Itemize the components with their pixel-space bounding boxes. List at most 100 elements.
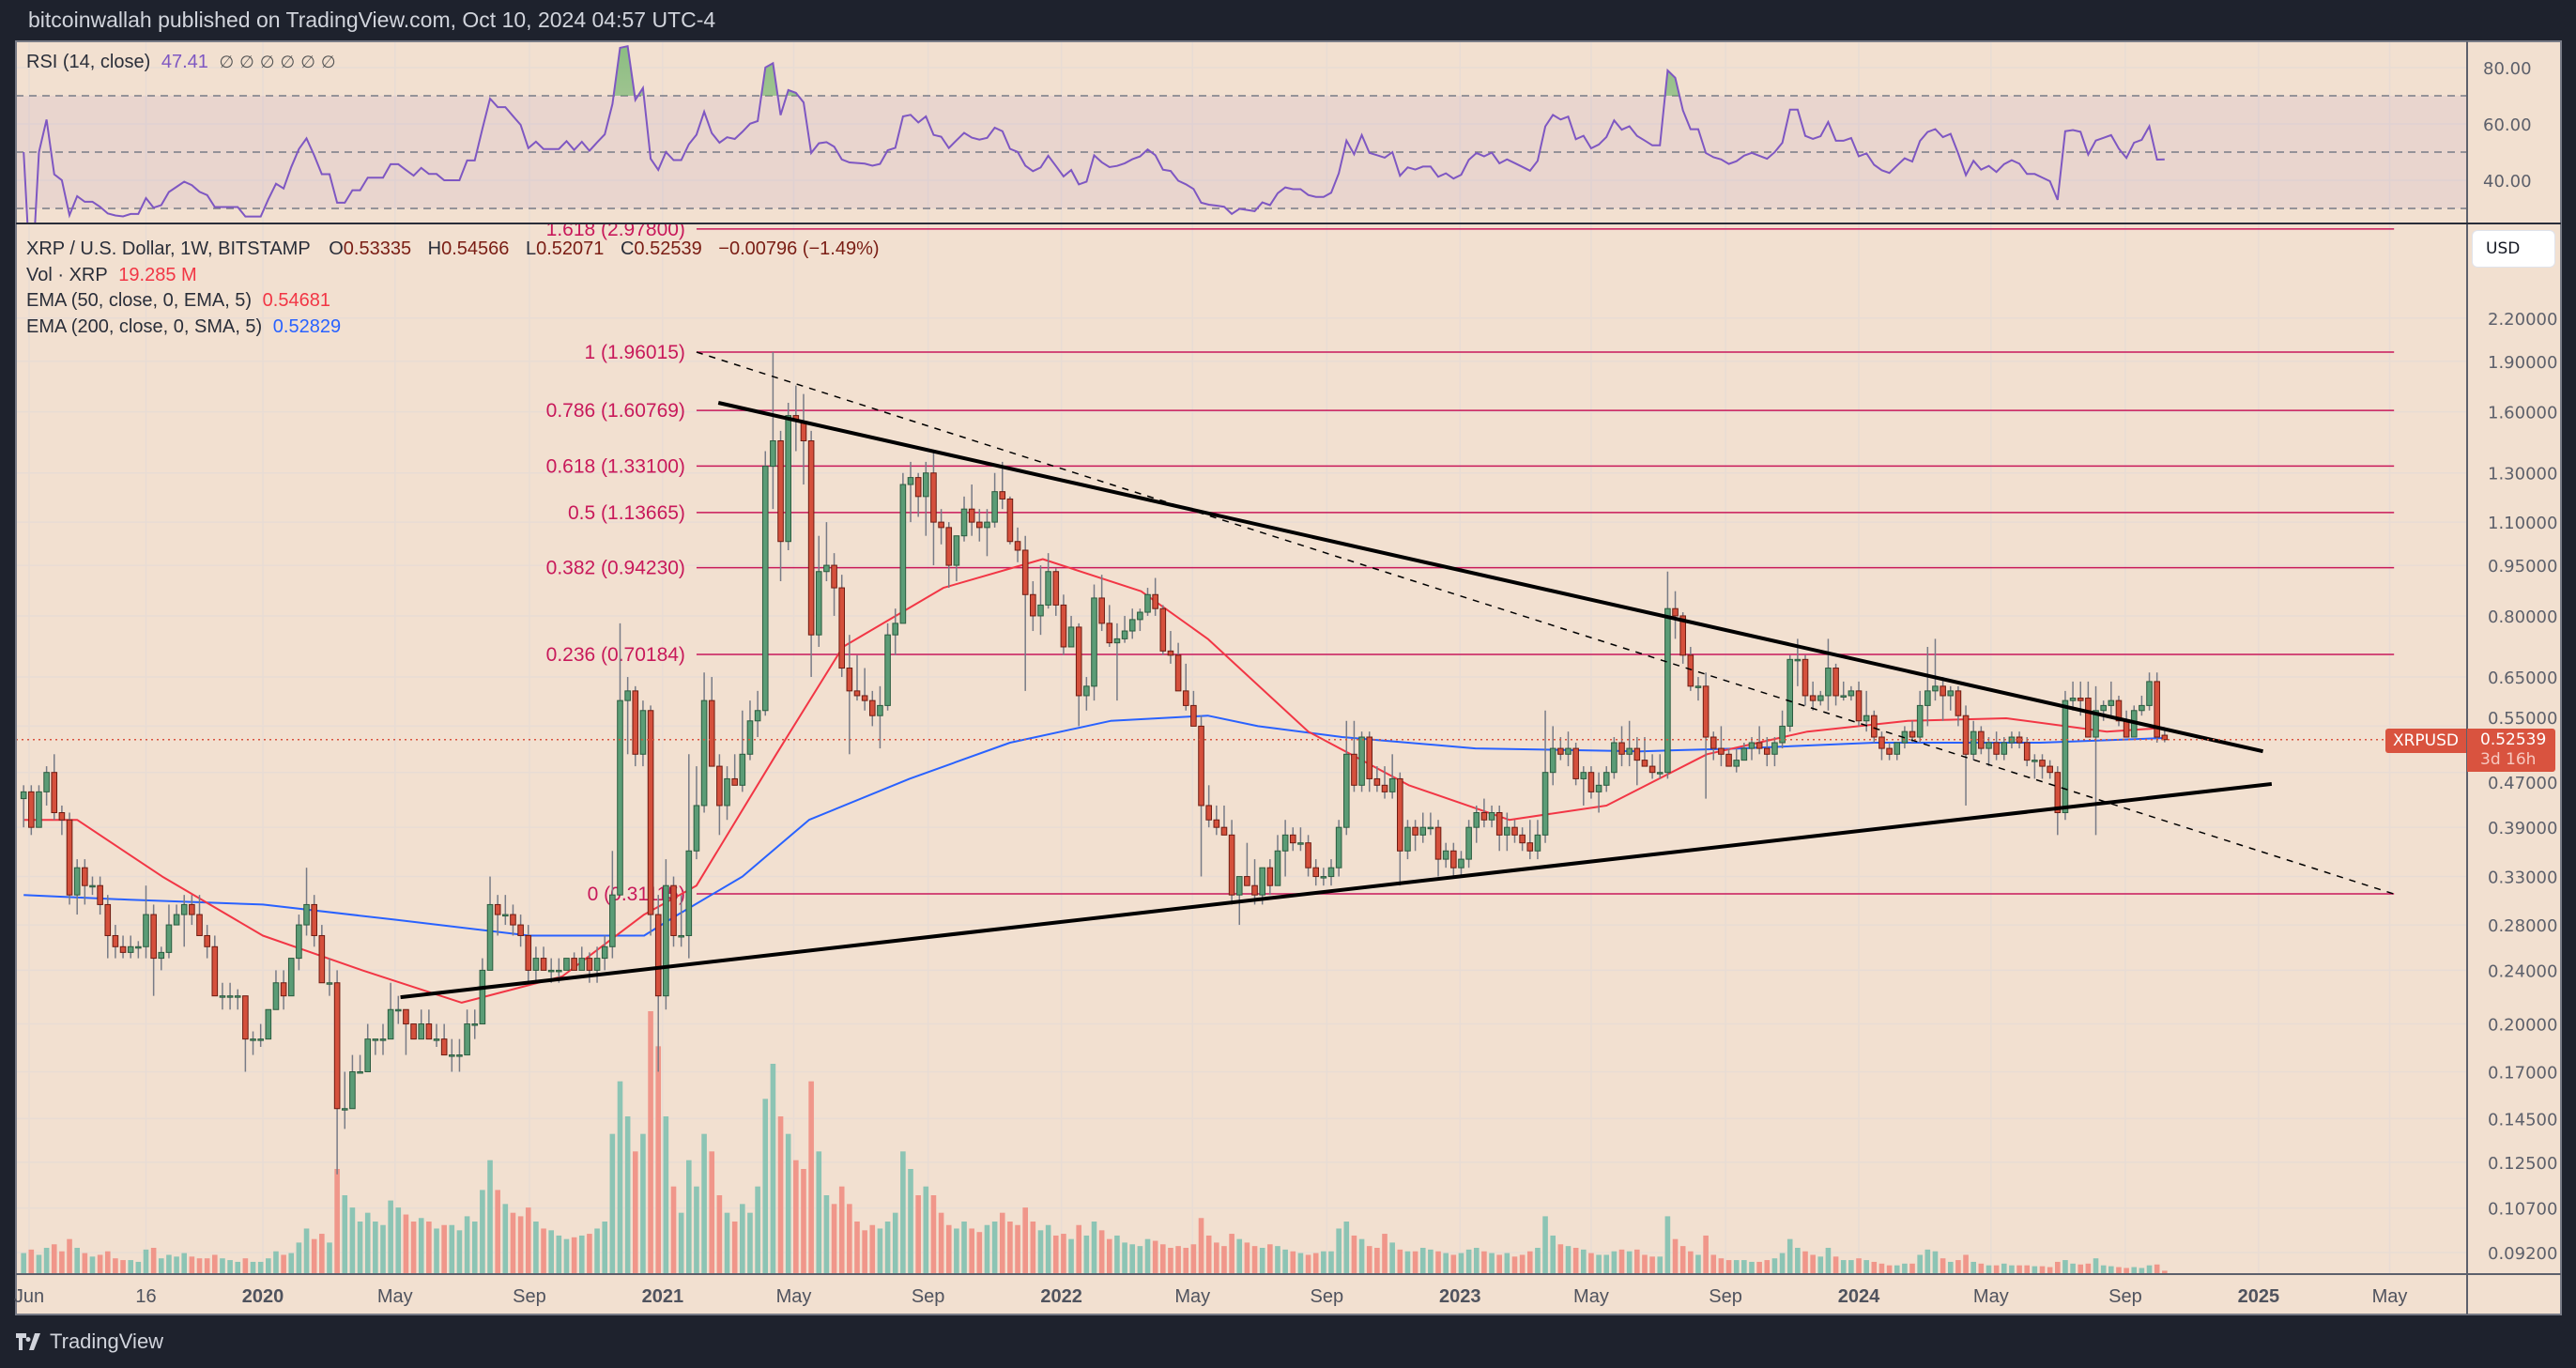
volume-bar <box>327 1242 332 1274</box>
candle <box>280 970 287 1010</box>
candle-body <box>884 634 891 706</box>
volume-bar <box>1152 1240 1158 1274</box>
candle <box>165 904 173 959</box>
volume-bar <box>1397 1249 1403 1274</box>
volume-bar <box>1894 1265 1900 1274</box>
candle-body <box>1014 541 1021 551</box>
candle-body <box>1740 747 1748 761</box>
candle <box>20 785 27 828</box>
rsi-title: RSI (14, close) <box>26 52 151 72</box>
time-tick-label: May <box>377 1286 413 1307</box>
price-tick-label: 2.20000 <box>2488 310 2557 330</box>
candle-body <box>1771 742 1778 755</box>
volume-bar <box>1924 1249 1931 1274</box>
candle <box>930 451 937 566</box>
volume-bar <box>969 1228 974 1274</box>
volume-bar <box>273 1251 279 1274</box>
volume-bar <box>2154 1264 2160 1274</box>
candle-body <box>1986 742 1992 749</box>
candle <box>449 1038 455 1072</box>
candle <box>1289 827 1296 852</box>
volume-bar <box>563 1238 570 1274</box>
candle-body <box>754 710 761 722</box>
volume-bar <box>296 1242 302 1274</box>
candle-body <box>1458 858 1464 868</box>
candle <box>831 553 837 616</box>
tradingview-logo[interactable]: TradingView <box>16 1330 163 1354</box>
volume-bar <box>1580 1249 1587 1274</box>
trendlines[interactable] <box>16 351 2467 1000</box>
candle <box>196 895 203 936</box>
volume-bar <box>740 1204 745 1274</box>
candle-body <box>1725 753 1732 767</box>
trendline[interactable] <box>400 781 2273 1000</box>
volume-bar <box>150 1248 157 1274</box>
candle <box>654 895 662 1072</box>
candle <box>479 958 486 1025</box>
candle-body <box>1052 571 1060 606</box>
volume-bar <box>1572 1248 1579 1274</box>
candle-body <box>1190 704 1197 727</box>
candle-body <box>1128 619 1136 632</box>
candle <box>1725 748 1732 767</box>
candle <box>379 1023 387 1055</box>
rsi-legend[interactable]: RSI (14, close) 47.41 ∅ ∅ ∅ ∅ ∅ ∅ <box>26 52 342 73</box>
volume-bar <box>945 1224 952 1274</box>
candle-body <box>1220 826 1228 836</box>
symbol-legend-row[interactable]: XRP / U.S. Dollar, 1W, BITSTAMP O0.53335… <box>26 237 885 263</box>
candle-body <box>678 934 684 938</box>
candle-body <box>1572 747 1579 779</box>
candle <box>36 785 42 828</box>
candle-body <box>1848 690 1855 697</box>
candle-body <box>1289 834 1296 844</box>
candle <box>807 430 815 678</box>
candle <box>1986 737 1992 767</box>
candle-body <box>2039 760 2046 767</box>
candle <box>1351 720 1357 792</box>
candle <box>914 472 922 517</box>
volume-bar <box>89 1256 96 1274</box>
volume-bar <box>495 1190 500 1274</box>
candle <box>800 393 807 485</box>
time-tick-label: May <box>2372 1286 2408 1307</box>
candle <box>586 952 593 983</box>
volume-legend-row[interactable]: Vol · XRP 19.285 M <box>26 263 885 289</box>
volume-bar <box>670 1186 677 1274</box>
candle-body <box>242 995 249 1040</box>
volume-bar <box>1657 1256 1664 1274</box>
candle <box>127 935 134 959</box>
chart-area[interactable] <box>16 41 2561 1314</box>
candle <box>502 895 509 926</box>
volume-bar <box>1848 1260 1854 1274</box>
volume-bar <box>464 1216 470 1274</box>
candle-body <box>930 472 937 523</box>
candle-body <box>1541 772 1549 836</box>
candle-body <box>425 1023 433 1040</box>
candle <box>1909 720 1916 743</box>
candle <box>1021 535 1029 691</box>
candle <box>739 710 746 792</box>
currency-button[interactable]: USD <box>2472 230 2555 268</box>
candle-body <box>746 720 754 755</box>
candle-body <box>20 791 27 800</box>
candle <box>51 754 58 821</box>
last-price-value: 0.52539 <box>2480 730 2547 749</box>
volume-bar <box>189 1256 195 1274</box>
trendline[interactable] <box>717 401 2263 754</box>
volume-bar <box>1251 1246 1258 1274</box>
candle <box>1480 798 1488 828</box>
ema50-legend-row[interactable]: EMA (50, close, 0, EMA, 5) 0.54681 <box>26 288 885 315</box>
candle-body <box>1511 826 1518 836</box>
candle <box>250 1031 256 1055</box>
volume-label: Vol · XRP <box>26 264 108 285</box>
volume-bar <box>174 1256 179 1274</box>
ema200-legend-row[interactable]: EMA (200, close, 0, SMA, 5) 0.52829 <box>26 315 885 341</box>
candle <box>1611 737 1618 779</box>
volume-bar <box>663 1116 669 1274</box>
candle-body <box>1450 850 1457 868</box>
candle-body <box>440 1038 448 1056</box>
candle <box>1940 677 1946 721</box>
volume-bar <box>1840 1260 1847 1274</box>
candle <box>28 785 35 836</box>
